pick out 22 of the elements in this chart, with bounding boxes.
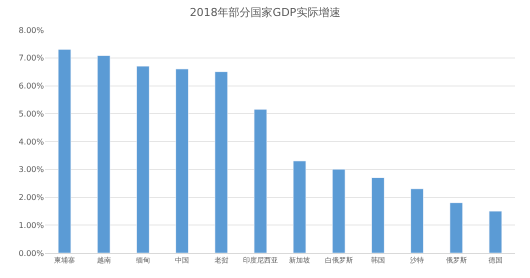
bar	[176, 68, 189, 253]
y-tick-label: 0.00%	[18, 248, 44, 258]
bar	[332, 169, 346, 253]
bar	[97, 55, 110, 253]
y-tick-label: 4.00%	[18, 137, 44, 146]
y-tick-label: 3.00%	[18, 165, 44, 174]
chart-title: 2018年部分国家GDP实际增速	[190, 6, 340, 20]
bar	[450, 202, 463, 253]
bar	[410, 188, 424, 253]
y-tick-label: 5.00%	[18, 109, 44, 118]
bar	[136, 66, 150, 253]
bar	[58, 49, 72, 253]
y-tick-label: 7.00%	[18, 54, 44, 63]
bar	[371, 177, 384, 253]
bar	[254, 109, 267, 253]
bar	[214, 72, 228, 253]
y-tick-label: 2.00%	[18, 193, 44, 202]
y-tick-label: 1.00%	[18, 220, 44, 230]
bar	[293, 160, 306, 253]
y-tick-label: 6.00%	[18, 82, 44, 91]
bar	[488, 210, 502, 253]
y-tick-label: 8.00%	[18, 26, 44, 35]
